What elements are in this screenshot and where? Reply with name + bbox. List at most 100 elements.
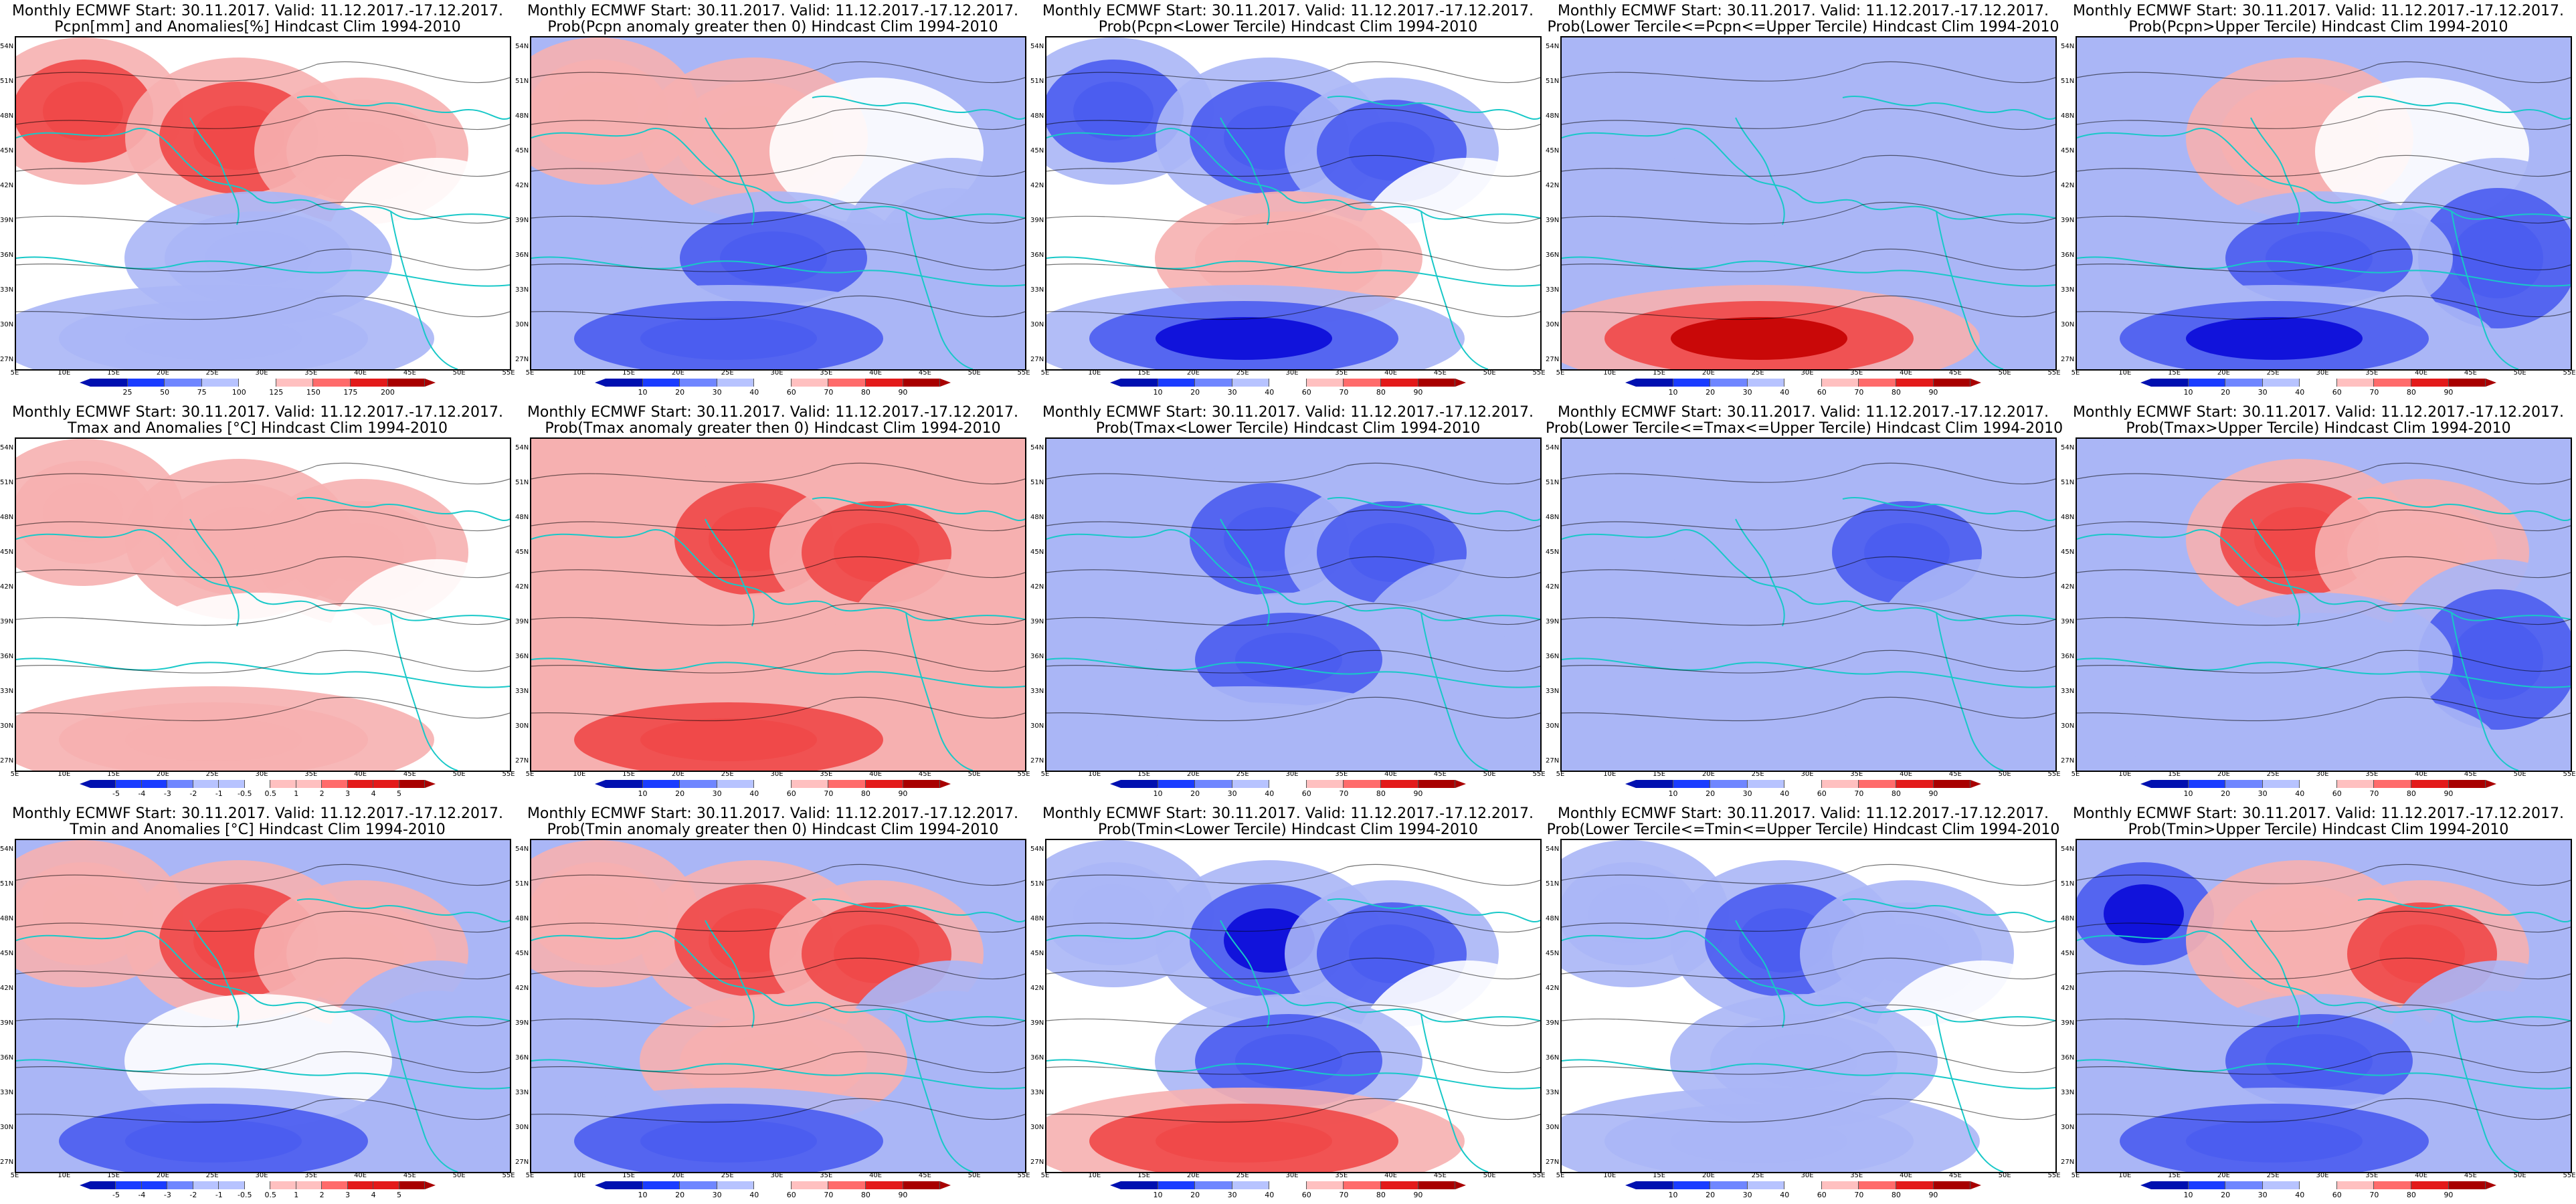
colorbar bbox=[2140, 1181, 2496, 1189]
colorbar-tick-label: -2 bbox=[189, 1191, 197, 1199]
coastline bbox=[1220, 518, 1270, 627]
lat-tick: 30N bbox=[1030, 321, 1044, 328]
contour-line bbox=[1562, 910, 2055, 933]
colorbar-tick-label: 30 bbox=[712, 388, 722, 397]
anomaly-region bbox=[2104, 483, 2184, 542]
longitude-labels: 5E 10E 15E 20E 25E 30E 35E 40E 45E 50E 55E bbox=[1041, 771, 1546, 780]
colorbar-arrow-right bbox=[1970, 780, 1981, 788]
colorbar bbox=[80, 379, 436, 387]
colorbar-tick-label: 10 bbox=[638, 388, 648, 397]
colorbar-arrow-left bbox=[2140, 1181, 2151, 1189]
coastline bbox=[812, 95, 1025, 120]
colorbar-tick-label: 80 bbox=[2406, 1191, 2416, 1199]
longitude-labels: 5E 10E 15E 20E 25E 30E 35E 40E 45E 50E 55E bbox=[1041, 1172, 1546, 1181]
lat-tick: 42N bbox=[2061, 182, 2075, 189]
colorbar-segment bbox=[167, 780, 193, 788]
lon-tick: 45E bbox=[918, 369, 931, 377]
colorbar-tick-label: 10 bbox=[1153, 789, 1163, 798]
map-panel-p01: Monthly ECMWF Start: 30.11.2017. Valid: … bbox=[515, 0, 1030, 401]
lat-tick: 33N bbox=[1546, 688, 1560, 695]
colorbar-tick-label: 25 bbox=[122, 388, 132, 397]
forecast-map bbox=[15, 839, 511, 1173]
lat-tick: 36N bbox=[1030, 653, 1044, 660]
colorbar-tick-label: 20 bbox=[2221, 789, 2231, 798]
colorbar-tick-label: 20 bbox=[1706, 789, 1716, 798]
lon-tick: 15E bbox=[1653, 369, 1666, 377]
anomaly-region bbox=[1864, 924, 1950, 983]
colorbar-arrow-right bbox=[1970, 379, 1981, 387]
colorbar-tick-label: 1 bbox=[294, 789, 299, 798]
colorbar-segment bbox=[754, 1181, 792, 1189]
anomaly-region bbox=[2186, 718, 2363, 761]
lon-tick: 55E bbox=[2563, 1172, 2576, 1179]
colorbar-arrow-right bbox=[940, 379, 951, 387]
lon-tick: 10E bbox=[1603, 771, 1617, 778]
lon-tick: 50E bbox=[2513, 1172, 2526, 1179]
contour-line bbox=[531, 556, 1025, 579]
coastline bbox=[1936, 211, 2004, 369]
colorbar-tick-label: 30 bbox=[1742, 388, 1752, 397]
lon-tick: 40E bbox=[1900, 369, 1913, 377]
map-field bbox=[1562, 37, 2055, 369]
colorbar-ticks: 10 20 30 40 60 70 80 90 bbox=[1636, 789, 1970, 799]
colorbar-segment bbox=[1821, 780, 1859, 788]
lon-tick: 20E bbox=[1186, 369, 1200, 377]
colorbar-tick-label: -5 bbox=[112, 1191, 120, 1199]
lon-tick: 50E bbox=[1998, 369, 2011, 377]
colorbar-segment bbox=[1859, 1181, 1896, 1189]
lon-tick: 25E bbox=[2266, 369, 2280, 377]
lat-tick: 48N bbox=[1030, 514, 1044, 521]
lat-tick: 33N bbox=[0, 1089, 14, 1096]
panel-title-line1: Monthly ECMWF Start: 30.11.2017. Valid: … bbox=[1042, 404, 1534, 421]
colorbar-tick-label: 20 bbox=[1190, 1191, 1200, 1199]
map-panel-p21: Monthly ECMWF Start: 30.11.2017. Valid: … bbox=[515, 803, 1030, 1204]
colorbar-tick-label: 50 bbox=[160, 388, 170, 397]
colorbar-tick-label: 60 bbox=[1817, 789, 1827, 798]
anomaly-region bbox=[1235, 1034, 1342, 1088]
colorbar-tick-label: 70 bbox=[1339, 388, 1349, 397]
panel-title-line2: Prob(Tmax anomaly greater then 0) Hindca… bbox=[545, 420, 1001, 437]
colorbar-segment bbox=[2188, 1181, 2226, 1189]
contour-line bbox=[531, 155, 1025, 177]
longitude-labels: 5E 10E 15E 20E 25E 30E 35E 40E 45E 50E 55E bbox=[2072, 369, 2576, 379]
colorbar-segment bbox=[1933, 1181, 1971, 1189]
colorbar-segment bbox=[2374, 780, 2411, 788]
lon-tick: 20E bbox=[1186, 771, 1200, 778]
colorbar-tick-label: 90 bbox=[1413, 789, 1423, 798]
lat-tick: 51N bbox=[1546, 479, 1560, 486]
lat-tick: 51N bbox=[2061, 479, 2075, 486]
colorbar-arrow-right bbox=[1455, 780, 1466, 788]
contour-line bbox=[16, 1004, 510, 1027]
coastline bbox=[1735, 518, 1785, 627]
lon-tick: 55E bbox=[1017, 771, 1030, 778]
lat-tick: 39N bbox=[0, 1019, 14, 1027]
lon-tick: 30E bbox=[1801, 1172, 1814, 1179]
anomaly-region bbox=[1588, 82, 1669, 140]
contour-line bbox=[1046, 295, 1540, 320]
lat-tick: 54N bbox=[515, 845, 529, 853]
lat-tick: 33N bbox=[1546, 1089, 1560, 1096]
contour-line bbox=[1046, 649, 1540, 674]
panel-title-line2: Prob(Tmax>Upper Tercile) Hindcast Clim 1… bbox=[2126, 420, 2511, 437]
colorbar-segment bbox=[219, 1181, 245, 1189]
coastline bbox=[2250, 518, 2300, 627]
lon-tick: 50E bbox=[1483, 1172, 1496, 1179]
lat-tick: 39N bbox=[1546, 618, 1560, 625]
colorbar-tick-label: 80 bbox=[860, 789, 870, 798]
lat-tick: 42N bbox=[0, 583, 14, 591]
coastline bbox=[1420, 211, 1489, 369]
panel-title-line2: Prob(Lower Tercile<=Tmin<=Upper Tercile)… bbox=[1546, 821, 2060, 838]
anomaly-region bbox=[318, 122, 404, 181]
colorbar-segment bbox=[1380, 379, 1418, 387]
lat-tick: 54N bbox=[1546, 444, 1560, 452]
colorbar-segment bbox=[606, 1181, 643, 1189]
anomaly-region bbox=[558, 483, 638, 542]
colorbar-segment bbox=[399, 780, 426, 788]
contour-line bbox=[1562, 61, 2055, 84]
colorbar-tick-label: 125 bbox=[269, 388, 284, 397]
coastline bbox=[1046, 529, 1540, 621]
colorbar-segment bbox=[2448, 1181, 2486, 1189]
contour-line bbox=[1046, 556, 1540, 579]
colorbar-tick-label: 60 bbox=[2332, 789, 2342, 798]
colorbar-tick-label: 80 bbox=[2406, 388, 2416, 397]
